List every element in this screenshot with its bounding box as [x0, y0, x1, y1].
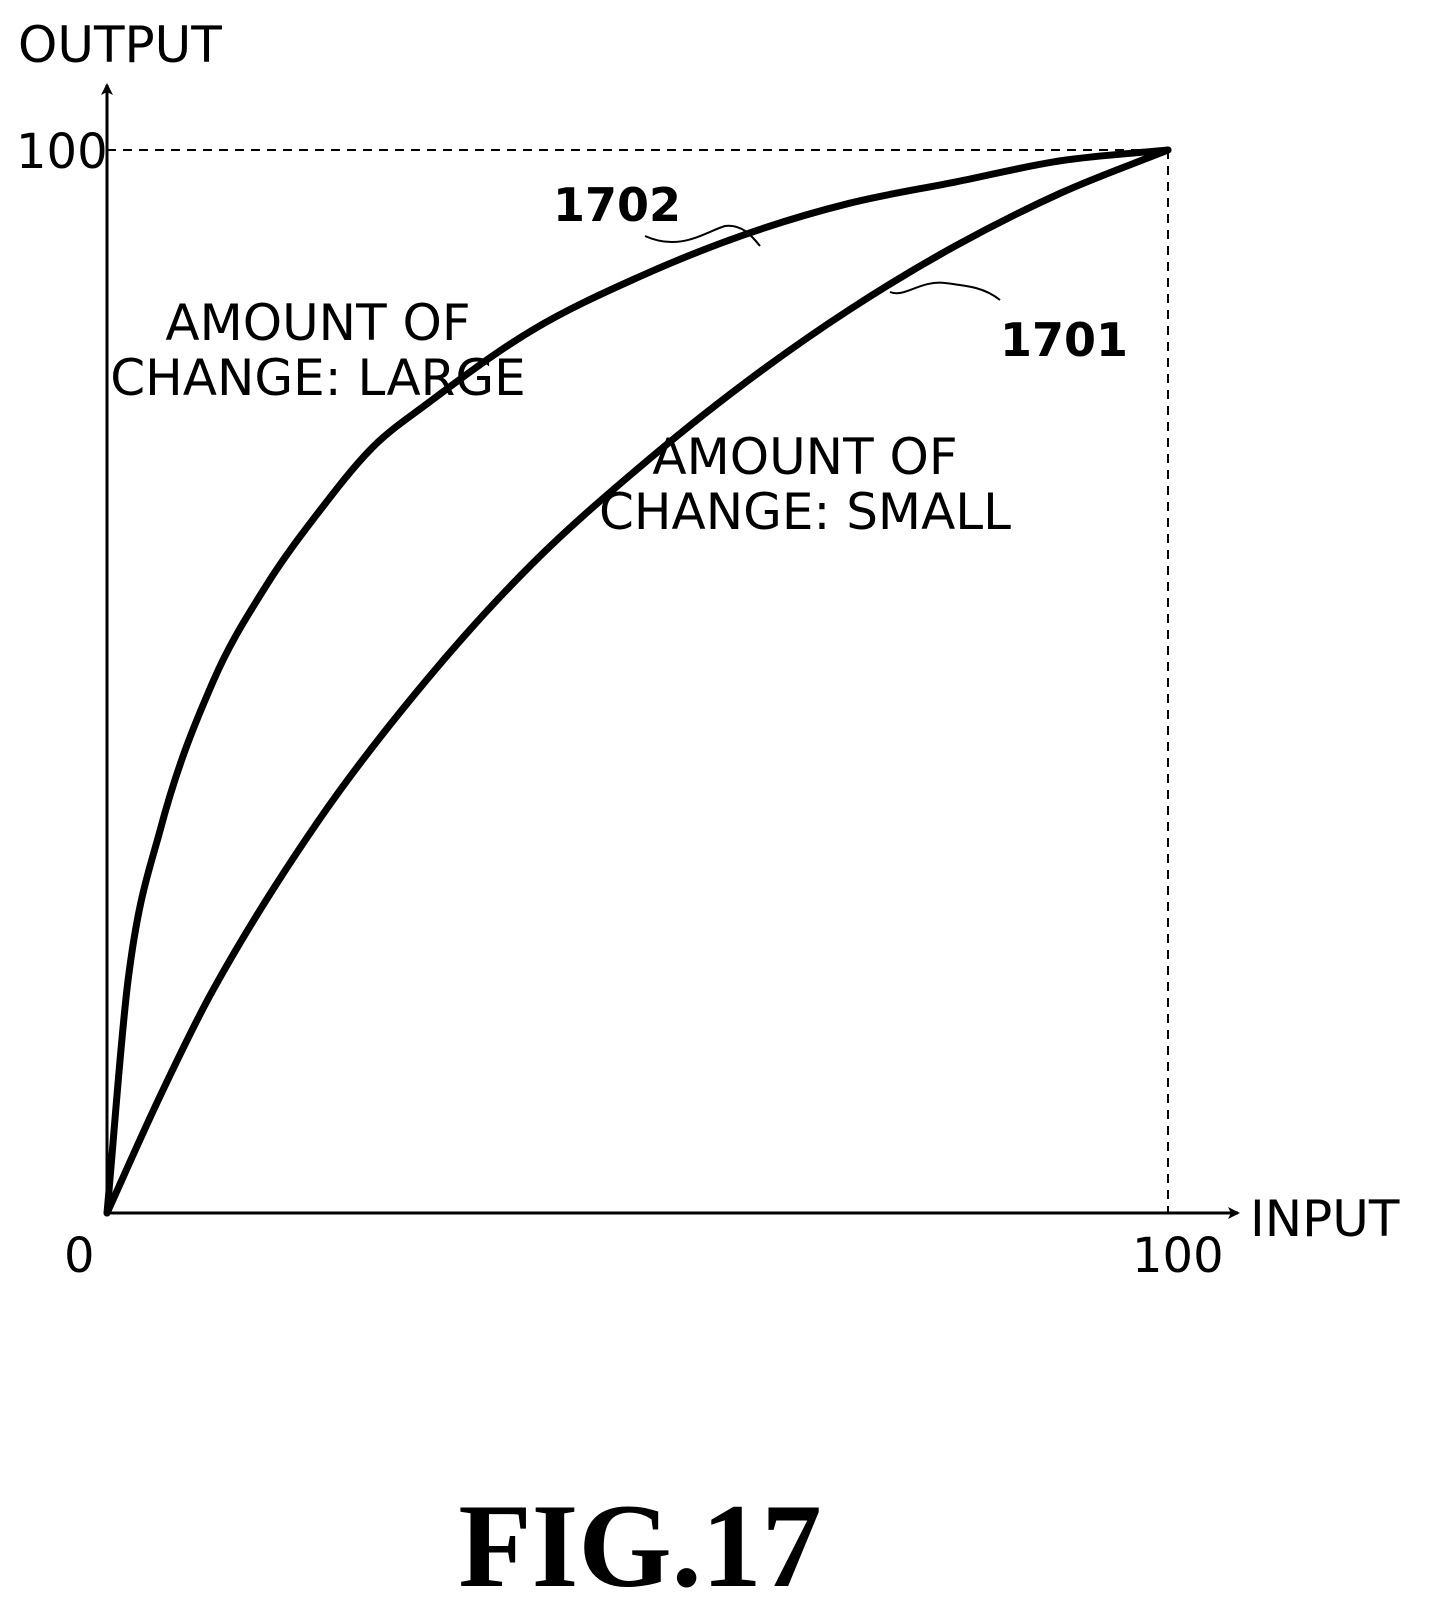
series-line-1701 — [103, 146, 1172, 1217]
x-tick-label-100: 100 — [1132, 1228, 1224, 1284]
annotation-large-line-1: AMOUNT OF — [165, 294, 470, 352]
leader-line-1702 — [644, 224, 761, 247]
leader-line-1701 — [889, 281, 1001, 301]
annotation-small-line-1: AMOUNT OF — [652, 428, 957, 486]
series-ref-1702: 1702 — [553, 178, 681, 232]
x-tick-label-0: 0 — [64, 1228, 95, 1284]
annotation-large-line-2: CHANGE: LARGE — [110, 349, 525, 407]
y-axis-label: OUTPUT — [18, 16, 222, 74]
y-tick-label-100: 100 — [16, 124, 108, 180]
annotation-small-line-2: CHANGE: SMALL — [599, 483, 1011, 541]
figure-label: FIG.17 — [458, 1479, 821, 1612]
series-ref-1701: 1701 — [1000, 313, 1128, 367]
x-axis-label: INPUT — [1250, 1190, 1400, 1248]
series-line-1702 — [103, 146, 1172, 1217]
